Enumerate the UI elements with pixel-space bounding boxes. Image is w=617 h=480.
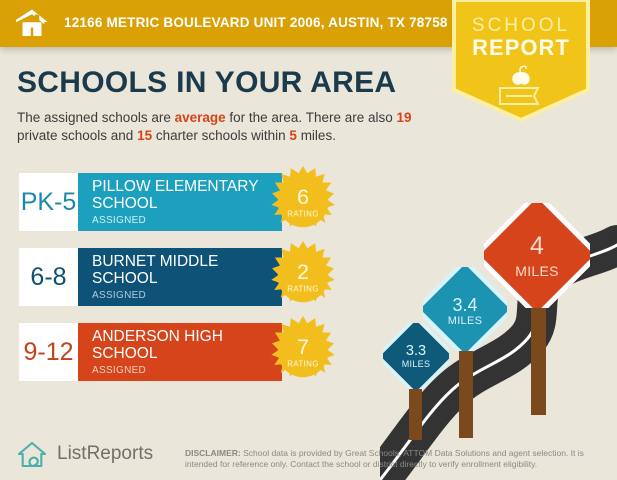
svg-text:RATING: RATING bbox=[287, 284, 318, 293]
svg-text:RATING: RATING bbox=[287, 359, 318, 368]
svg-text:RATING: RATING bbox=[287, 209, 318, 218]
svg-text:2: 2 bbox=[297, 259, 309, 284]
svg-text:7: 7 bbox=[297, 334, 309, 359]
svg-text:6: 6 bbox=[297, 184, 309, 209]
